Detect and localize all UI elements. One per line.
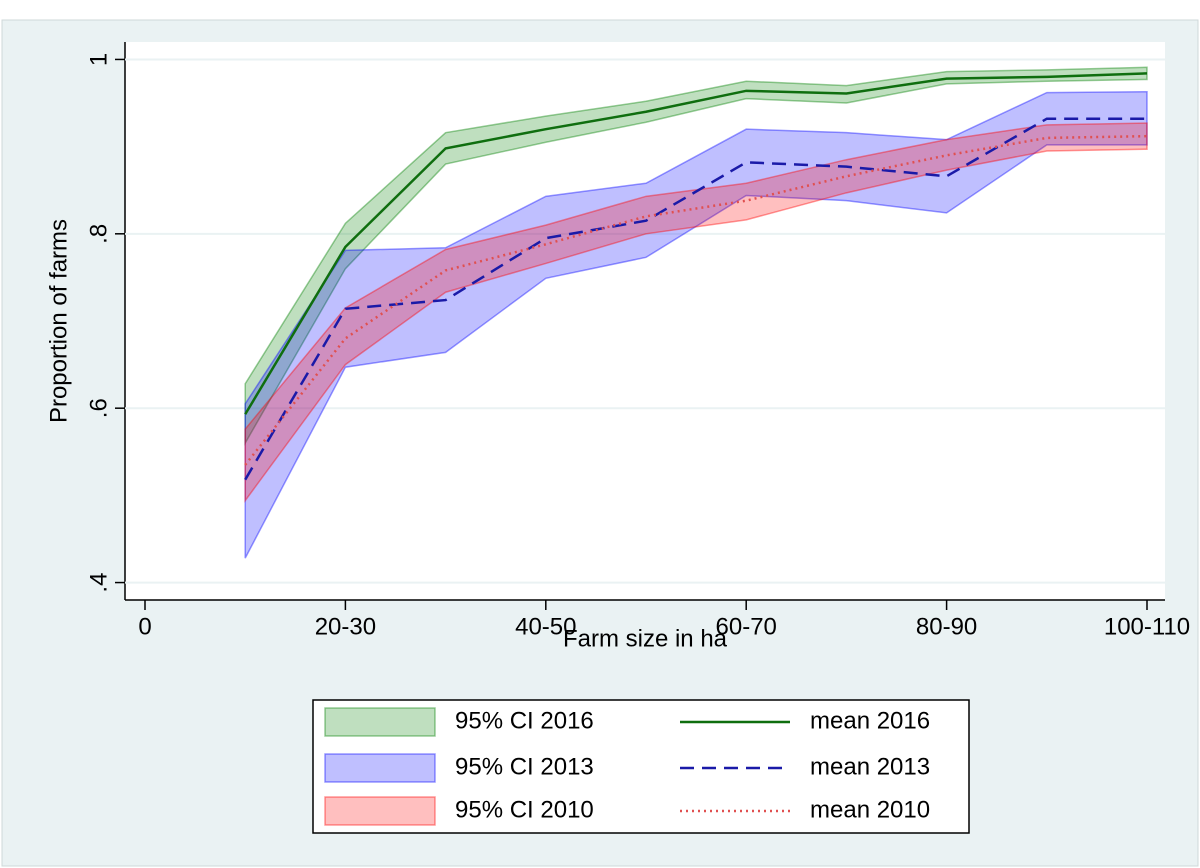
y-tick-label: 1	[85, 53, 112, 66]
legend-label: mean 2010	[810, 796, 930, 823]
plot-area	[125, 42, 1165, 600]
ci-band	[244, 90, 1148, 559]
legend-swatch	[324, 753, 436, 783]
y-tick-label: .4	[85, 573, 112, 593]
x-tick-label: 20-30	[315, 613, 376, 640]
ci-band	[244, 66, 1148, 446]
legend-swatch	[324, 796, 436, 826]
x-tick-label: 60-70	[716, 613, 777, 640]
x-axis-label: Farm size in ha	[563, 625, 728, 652]
legend-label: 95% CI 2016	[455, 707, 594, 734]
x-tick-label: 80-90	[916, 613, 977, 640]
legend-label: mean 2013	[810, 753, 930, 780]
y-tick-label: .8	[85, 224, 112, 244]
legend	[312, 699, 970, 834]
x-tick-label: 0	[138, 613, 151, 640]
legend-label: mean 2016	[810, 707, 930, 734]
y-tick-label: .6	[85, 398, 112, 418]
legend-swatch	[324, 707, 436, 737]
legend-label: 95% CI 2010	[455, 796, 594, 823]
mean-line	[244, 72, 1148, 415]
legend-label: 95% CI 2013	[455, 753, 594, 780]
x-tick-label: 40-50	[515, 613, 576, 640]
ci-band	[244, 122, 1148, 503]
mean-line	[244, 134, 1148, 466]
y-axis-label: Proportion of farms	[45, 219, 72, 423]
x-tick-label: 100-110	[1104, 613, 1190, 640]
